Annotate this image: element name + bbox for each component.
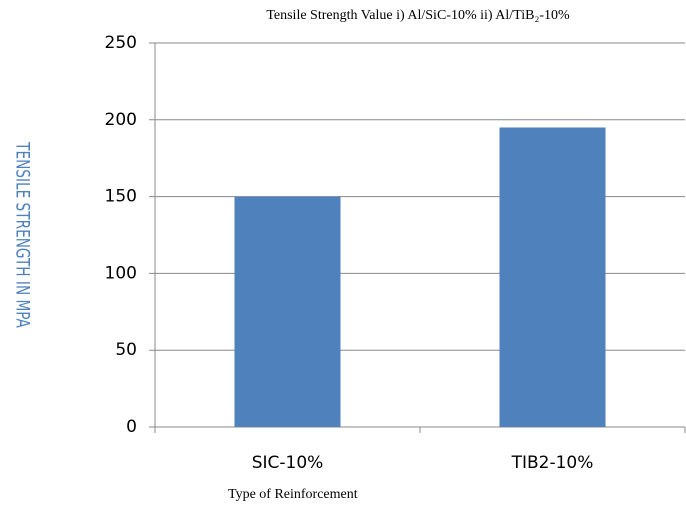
y-axis-label: TENSILE STRENGTH IN MPA [11, 141, 33, 328]
y-tick-label: 0 [126, 417, 137, 437]
bar [499, 127, 606, 427]
x-tick-label: SIC-10% [252, 453, 324, 473]
y-tick-label: 200 [105, 110, 137, 130]
y-tick-label: 250 [105, 33, 137, 53]
y-tick-label: 100 [105, 263, 137, 283]
chart-title: Tensile Strength Value i) Al/SiC-10% ii)… [266, 8, 570, 23]
x-tick-label: TIB2-10% [511, 453, 594, 473]
y-tick-label: 150 [105, 187, 137, 207]
bar [234, 196, 341, 427]
y-tick-label: 50 [115, 340, 137, 360]
x-axis-label: Type of Reinforcement [228, 487, 358, 502]
